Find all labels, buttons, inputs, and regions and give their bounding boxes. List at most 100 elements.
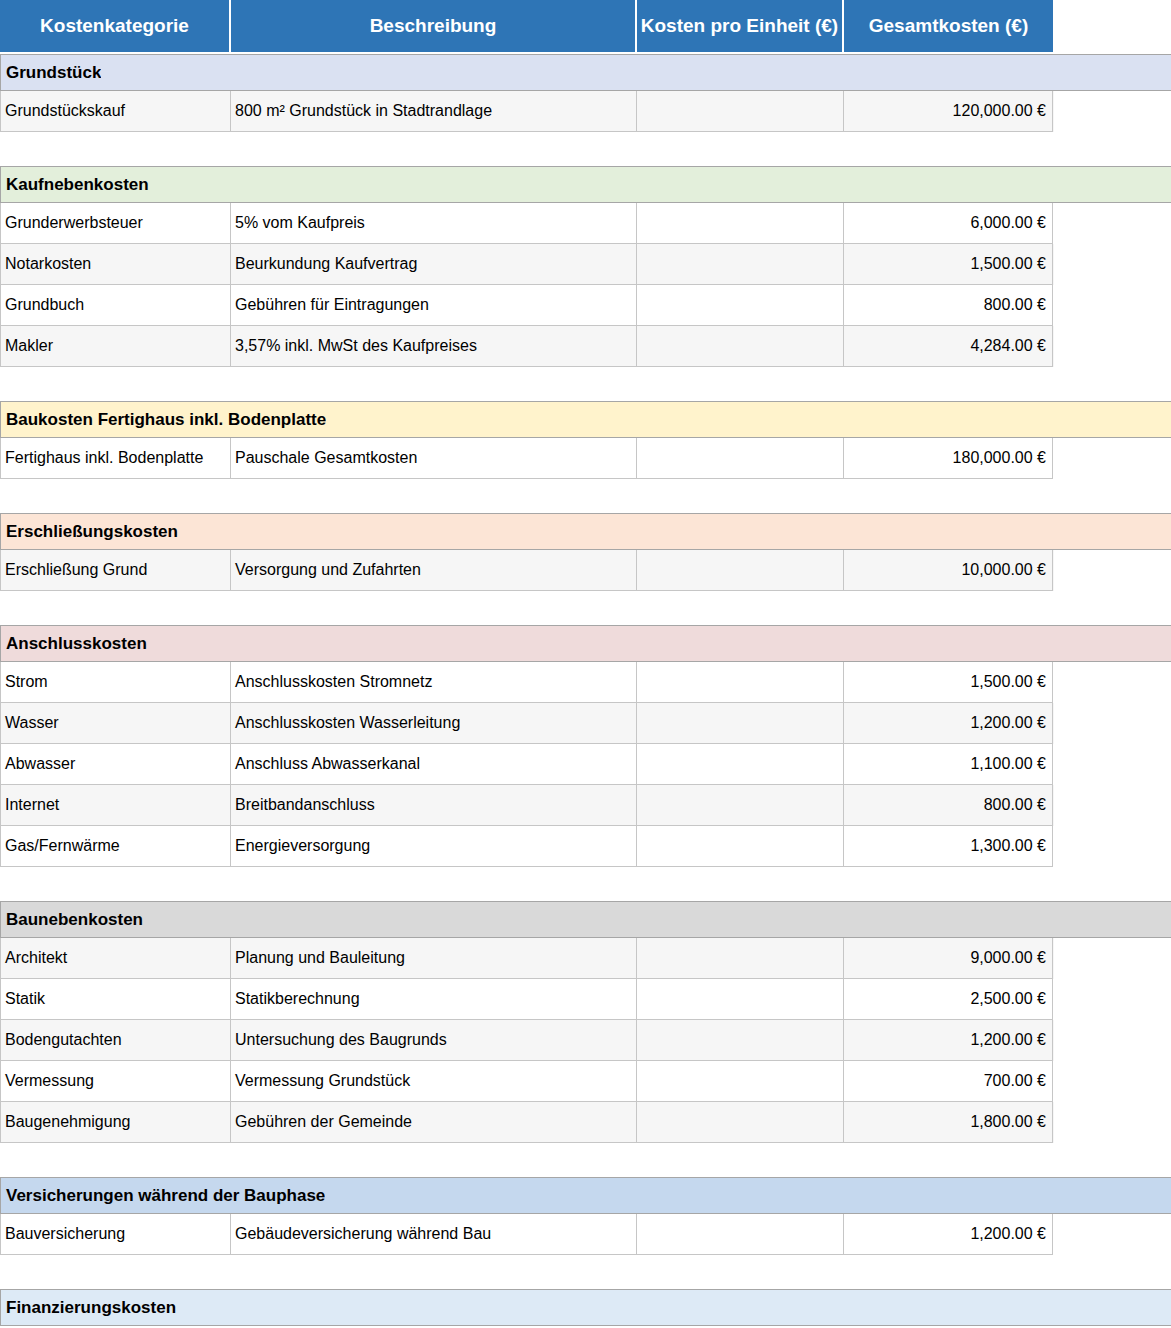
cell-kosten-pro-einheit[interactable] bbox=[637, 244, 844, 285]
cell-kosten-pro-einheit[interactable] bbox=[637, 438, 844, 479]
section-title: Baunebenkosten bbox=[1, 910, 143, 930]
cell-beschreibung[interactable]: Planung und Bauleitung bbox=[231, 938, 637, 979]
cell-gesamtkosten[interactable]: 10,000.00 € bbox=[844, 550, 1053, 591]
cell-beschreibung[interactable]: Beurkundung Kaufvertrag bbox=[231, 244, 637, 285]
cell-beschreibung[interactable]: Statikberechnung bbox=[231, 979, 637, 1020]
cell-beschreibung[interactable]: 3,57% inkl. MwSt des Kaufpreises bbox=[231, 326, 637, 367]
cell-kosten-pro-einheit[interactable] bbox=[637, 326, 844, 367]
cell-kosten-pro-einheit[interactable] bbox=[637, 1102, 844, 1143]
cell-kosten-pro-einheit[interactable] bbox=[637, 91, 844, 132]
section-rows: Grunderwerbsteuer 5% vom Kaufpreis 6,000… bbox=[0, 203, 1171, 367]
section-rows: Fertighaus inkl. Bodenplatte Pauschale G… bbox=[0, 438, 1171, 479]
cell-kostenkategorie[interactable]: Bauversicherung bbox=[1, 1214, 231, 1255]
cell-gesamtkosten[interactable]: 9,000.00 € bbox=[844, 938, 1053, 979]
section-header-row[interactable]: Baunebenkosten bbox=[0, 901, 1171, 938]
cell-beschreibung[interactable]: 800 m² Grundstück in Stadtrandlage bbox=[231, 91, 637, 132]
cell-gesamtkosten[interactable]: 2,500.00 € bbox=[844, 979, 1053, 1020]
section-title: Erschließungskosten bbox=[1, 522, 178, 542]
cell-beschreibung[interactable]: Gebühren für Eintragungen bbox=[231, 285, 637, 326]
cell-kostenkategorie[interactable]: Baugenehmigung bbox=[1, 1102, 231, 1143]
cell-kosten-pro-einheit[interactable] bbox=[637, 703, 844, 744]
cell-kostenkategorie[interactable]: Grundbuch bbox=[1, 285, 231, 326]
cell-beschreibung[interactable]: Energieversorgung bbox=[231, 826, 637, 867]
section-header-row[interactable]: Finanzierungskosten bbox=[0, 1289, 1171, 1326]
cell-gesamtkosten[interactable]: 1,200.00 € bbox=[844, 703, 1053, 744]
cell-kosten-pro-einheit[interactable] bbox=[637, 938, 844, 979]
cell-kostenkategorie[interactable]: Notarkosten bbox=[1, 244, 231, 285]
column-header-beschreibung[interactable]: Beschreibung bbox=[231, 0, 637, 52]
column-header-gesamtkosten[interactable]: Gesamtkosten (€) bbox=[844, 0, 1053, 52]
table-row: Notarkosten Beurkundung Kaufvertrag 1,50… bbox=[0, 244, 1054, 285]
cell-gesamtkosten[interactable]: 1,200.00 € bbox=[844, 1020, 1053, 1061]
cell-kostenkategorie[interactable]: Vermessung bbox=[1, 1061, 231, 1102]
cell-kostenkategorie[interactable]: Wasser bbox=[1, 703, 231, 744]
cell-kosten-pro-einheit[interactable] bbox=[637, 1020, 844, 1061]
section-rows: Grundstückskauf 800 m² Grundstück in Sta… bbox=[0, 91, 1171, 132]
cell-gesamtkosten[interactable]: 1,500.00 € bbox=[844, 662, 1053, 703]
table-row: Grundstückskauf 800 m² Grundstück in Sta… bbox=[0, 91, 1054, 132]
cell-gesamtkosten[interactable]: 120,000.00 € bbox=[844, 91, 1053, 132]
cell-kosten-pro-einheit[interactable] bbox=[637, 550, 844, 591]
cell-kosten-pro-einheit[interactable] bbox=[637, 662, 844, 703]
cell-kosten-pro-einheit[interactable] bbox=[637, 979, 844, 1020]
cell-gesamtkosten[interactable]: 4,284.00 € bbox=[844, 326, 1053, 367]
section-header-row[interactable]: Kaufnebenkosten bbox=[0, 166, 1171, 203]
section-header-row[interactable]: Baukosten Fertighaus inkl. Bodenplatte bbox=[0, 401, 1171, 438]
cell-kosten-pro-einheit[interactable] bbox=[637, 744, 844, 785]
cell-kostenkategorie[interactable]: Abwasser bbox=[1, 744, 231, 785]
cell-kosten-pro-einheit[interactable] bbox=[637, 785, 844, 826]
cell-kostenkategorie[interactable]: Erschließung Grund bbox=[1, 550, 231, 591]
cell-kostenkategorie[interactable]: Makler bbox=[1, 326, 231, 367]
cell-gesamtkosten[interactable]: 1,200.00 € bbox=[844, 1214, 1053, 1255]
section-rows: Strom Anschlusskosten Stromnetz 1,500.00… bbox=[0, 662, 1171, 867]
cell-gesamtkosten[interactable]: 1,800.00 € bbox=[844, 1102, 1053, 1143]
cell-beschreibung[interactable]: Versorgung und Zufahrten bbox=[231, 550, 637, 591]
cell-beschreibung[interactable]: Anschlusskosten Wasserleitung bbox=[231, 703, 637, 744]
cell-kosten-pro-einheit[interactable] bbox=[637, 1214, 844, 1255]
cell-kostenkategorie[interactable]: Architekt bbox=[1, 938, 231, 979]
table-row: Bauversicherung Gebäudeversicherung währ… bbox=[0, 1214, 1054, 1255]
cell-kostenkategorie[interactable]: Internet bbox=[1, 785, 231, 826]
column-header-kosten-pro-einheit[interactable]: Kosten pro Einheit (€) bbox=[637, 0, 844, 52]
cell-beschreibung[interactable]: Pauschale Gesamtkosten bbox=[231, 438, 637, 479]
cell-gesamtkosten[interactable]: 700.00 € bbox=[844, 1061, 1053, 1102]
cell-beschreibung[interactable]: Gebäudeversicherung während Bau bbox=[231, 1214, 637, 1255]
cell-gesamtkosten[interactable]: 1,500.00 € bbox=[844, 244, 1053, 285]
column-header-kostenkategorie[interactable]: Kostenkategorie bbox=[0, 0, 231, 52]
cell-kostenkategorie[interactable]: Gas/Fernwärme bbox=[1, 826, 231, 867]
cell-beschreibung[interactable]: Anschluss Abwasserkanal bbox=[231, 744, 637, 785]
cell-kosten-pro-einheit[interactable] bbox=[637, 1061, 844, 1102]
cell-beschreibung[interactable]: Gebühren der Gemeinde bbox=[231, 1102, 637, 1143]
table-body: Grundstück Grundstückskauf 800 m² Grunds… bbox=[0, 54, 1171, 1326]
cell-gesamtkosten[interactable]: 1,300.00 € bbox=[844, 826, 1053, 867]
cell-gesamtkosten[interactable]: 1,100.00 € bbox=[844, 744, 1053, 785]
cell-kosten-pro-einheit[interactable] bbox=[637, 285, 844, 326]
cell-beschreibung[interactable]: Breitbandanschluss bbox=[231, 785, 637, 826]
cell-beschreibung[interactable]: Vermessung Grundstück bbox=[231, 1061, 637, 1102]
table-row: Statik Statikberechnung 2,500.00 € bbox=[0, 979, 1054, 1020]
cell-kostenkategorie[interactable]: Grunderwerbsteuer bbox=[1, 203, 231, 244]
cell-kostenkategorie[interactable]: Statik bbox=[1, 979, 231, 1020]
cell-kostenkategorie[interactable]: Fertighaus inkl. Bodenplatte bbox=[1, 438, 231, 479]
cell-gesamtkosten[interactable]: 800.00 € bbox=[844, 285, 1053, 326]
cell-gesamtkosten[interactable]: 6,000.00 € bbox=[844, 203, 1053, 244]
cell-beschreibung[interactable]: 5% vom Kaufpreis bbox=[231, 203, 637, 244]
cell-kosten-pro-einheit[interactable] bbox=[637, 203, 844, 244]
cell-beschreibung[interactable]: Anschlusskosten Stromnetz bbox=[231, 662, 637, 703]
table-row: Makler 3,57% inkl. MwSt des Kaufpreises … bbox=[0, 326, 1054, 367]
table-row: Grunderwerbsteuer 5% vom Kaufpreis 6,000… bbox=[0, 203, 1054, 244]
cell-gesamtkosten[interactable]: 180,000.00 € bbox=[844, 438, 1053, 479]
section-rows: Erschließung Grund Versorgung und Zufahr… bbox=[0, 550, 1171, 591]
section-header-row[interactable]: Erschließungskosten bbox=[0, 513, 1171, 550]
cell-kostenkategorie[interactable]: Strom bbox=[1, 662, 231, 703]
section-header-row[interactable]: Versicherungen während der Bauphase bbox=[0, 1177, 1171, 1214]
cell-gesamtkosten[interactable]: 800.00 € bbox=[844, 785, 1053, 826]
cell-kostenkategorie[interactable]: Grundstückskauf bbox=[1, 91, 231, 132]
table-row: Vermessung Vermessung Grundstück 700.00 … bbox=[0, 1061, 1054, 1102]
section-header-row[interactable]: Grundstück bbox=[0, 54, 1171, 91]
cell-beschreibung[interactable]: Untersuchung des Baugrunds bbox=[231, 1020, 637, 1061]
section-header-row[interactable]: Anschlusskosten bbox=[0, 625, 1171, 662]
table-row: Grundbuch Gebühren für Eintragungen 800.… bbox=[0, 285, 1054, 326]
cell-kostenkategorie[interactable]: Bodengutachten bbox=[1, 1020, 231, 1061]
cell-kosten-pro-einheit[interactable] bbox=[637, 826, 844, 867]
